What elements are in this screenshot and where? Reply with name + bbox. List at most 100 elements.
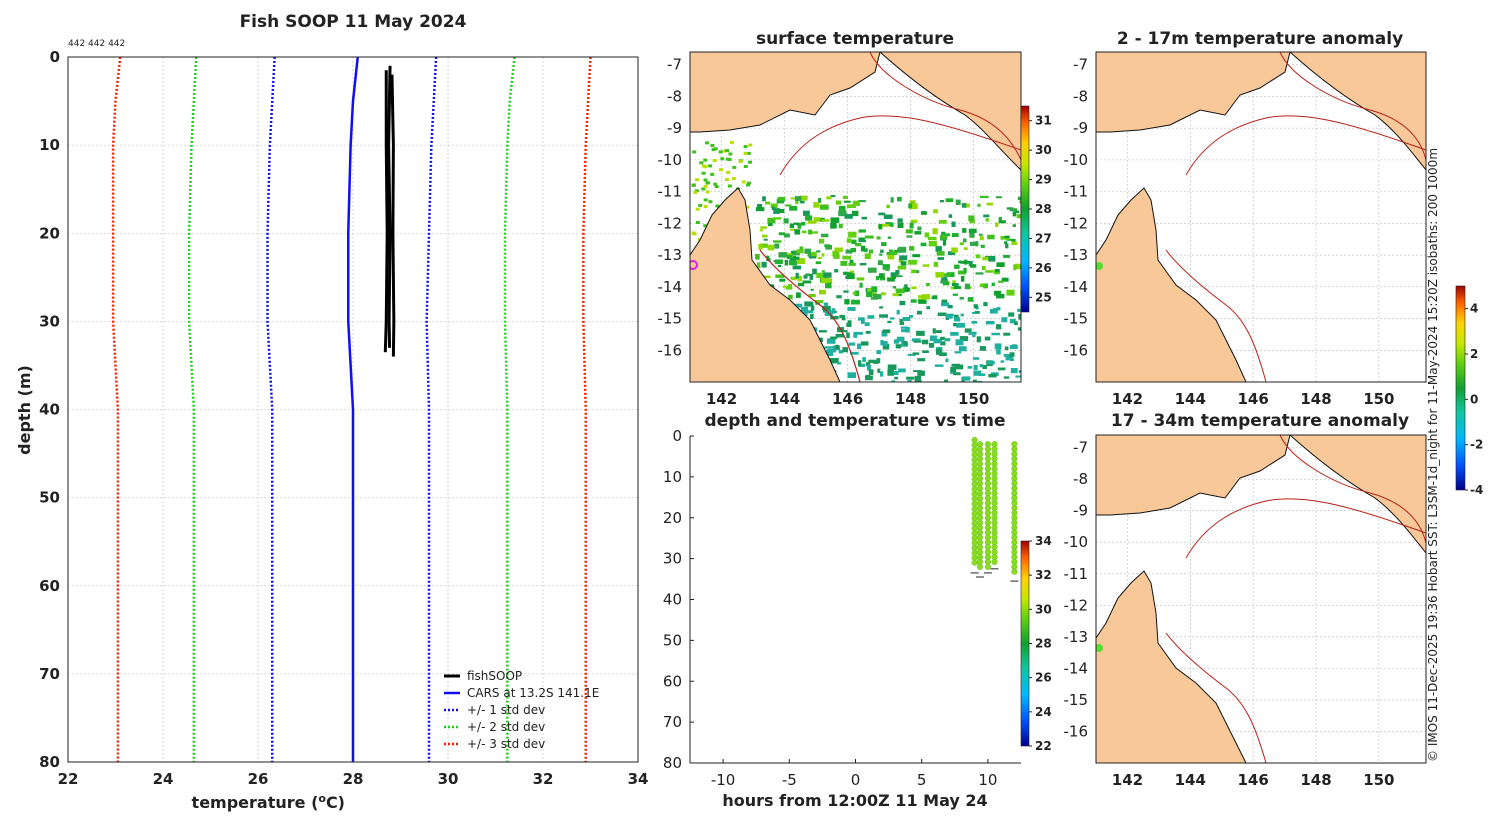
sst-pixel xyxy=(1011,241,1018,245)
sst-pixel xyxy=(763,238,768,241)
sst-pixel xyxy=(968,228,977,233)
map-lon-tick-label: 150 xyxy=(1363,771,1394,789)
sst-pixel xyxy=(697,237,702,241)
sst-pixel xyxy=(895,270,900,275)
sst-pixel xyxy=(969,232,975,238)
sst-pixel xyxy=(1019,200,1021,204)
sst-pixel xyxy=(718,150,723,154)
depth-time-colorbar-tick-label: 32 xyxy=(1035,568,1052,582)
sst-pixel xyxy=(728,152,733,156)
sst-pixel xyxy=(838,205,846,212)
sst-pixel xyxy=(692,232,697,236)
sst-pixel xyxy=(789,260,798,266)
sst-pixel xyxy=(847,372,856,379)
sst-pixel xyxy=(940,234,948,239)
sst-pixel xyxy=(842,195,848,199)
sst-pixel xyxy=(775,259,783,264)
sst-pixel xyxy=(703,178,708,182)
sst-pixel xyxy=(996,293,1005,299)
sst-pixel xyxy=(838,350,843,354)
sst-pixel xyxy=(773,208,780,214)
sst-pixel xyxy=(762,196,766,202)
profile-ytick-label: 60 xyxy=(39,577,60,595)
sst-pixel xyxy=(805,273,810,277)
sst-pixel xyxy=(1005,354,1013,361)
sst-pixel xyxy=(909,246,915,251)
sst-pixel xyxy=(908,203,912,209)
profile-xtick-label: 32 xyxy=(533,770,554,788)
sst-pixel xyxy=(996,196,1002,199)
sst-pixel xyxy=(953,323,959,327)
sst-pixel xyxy=(793,256,800,260)
sst-pixel xyxy=(967,366,973,369)
sst-pixel xyxy=(909,200,916,203)
sst-pixel xyxy=(922,339,929,345)
sst-pixel xyxy=(947,305,953,309)
anomaly-1-frame xyxy=(1095,51,1427,383)
anomaly-colorbar-ticks: -4 -2 0 2 4 xyxy=(1465,302,1483,497)
sst-pixel xyxy=(843,271,849,275)
sst-pixel xyxy=(847,204,856,208)
sst-pixel xyxy=(804,248,811,254)
sst-pixel xyxy=(859,263,867,266)
sst-pixel xyxy=(695,178,700,182)
sst-pixel xyxy=(807,220,817,224)
sst-pixel xyxy=(795,201,799,205)
sst-pixel xyxy=(885,267,890,271)
sst-pixel xyxy=(811,231,819,234)
sst-pixel xyxy=(864,248,868,253)
sst-pixel xyxy=(1012,224,1016,227)
sst-pixel xyxy=(724,178,729,182)
sst-pixel xyxy=(838,223,843,229)
sst-pixel xyxy=(899,255,908,261)
sst-pixel xyxy=(887,277,895,282)
sst-isobath-200 xyxy=(759,249,861,382)
sst-pixel xyxy=(1015,375,1021,378)
anomaly-1-content xyxy=(1096,52,1426,382)
depth-time-point xyxy=(971,559,978,566)
legend-fishsoop: fishSOOP xyxy=(467,669,522,683)
sst-pixel xyxy=(820,277,828,284)
profile-xlabel: temperature (oC) xyxy=(192,792,345,813)
sst-pixel xyxy=(879,306,884,309)
sst-pixel xyxy=(830,195,836,198)
sst-pixel xyxy=(954,351,962,354)
sst-pixel xyxy=(953,286,961,290)
sst-pixel xyxy=(895,344,902,349)
anomaly-colorbar-tick-label: 4 xyxy=(1470,302,1478,316)
sst-pixel xyxy=(695,221,700,224)
sst-pixel xyxy=(801,221,806,226)
sst-pixel xyxy=(968,331,977,335)
sst-pixel xyxy=(928,342,935,348)
anomaly-1-land-capeyork xyxy=(1096,187,1247,382)
sst-pixel xyxy=(956,322,965,328)
map-lon-tick-label: 148 xyxy=(895,390,926,408)
sst-isobath-1000 xyxy=(779,52,1021,176)
sst-pixel xyxy=(888,249,893,252)
sst-pixel xyxy=(790,197,798,200)
sst-pixel xyxy=(995,269,1000,273)
sst-pixel xyxy=(713,147,718,151)
sst-pixel xyxy=(948,251,956,256)
sst-ticks: 142 144 146 148 150 -7 -8 -9 -10 -11 -12 -13 -14 -15 -… xyxy=(658,56,990,408)
map-lat-tick-label: -9 xyxy=(1073,119,1088,137)
sst-pixel xyxy=(966,203,970,208)
sst-pixel xyxy=(971,321,977,324)
sst-pixel xyxy=(842,255,852,260)
sst-pixel xyxy=(907,379,912,382)
sst-pixel xyxy=(818,257,822,260)
sst-pixel xyxy=(725,149,730,153)
sst-pixel xyxy=(710,172,715,176)
sst-pixel xyxy=(980,244,985,248)
sst-pixel xyxy=(810,288,814,291)
sst-pixel xyxy=(857,317,865,321)
depth-time-colorbar-ticks: 22 24 26 28 30 32 34 xyxy=(1029,534,1052,753)
depth-time-xlabel: hours from 12:00Z 11 May 24 xyxy=(722,791,987,810)
sst-pixel xyxy=(879,253,883,256)
sst-pixel xyxy=(1006,238,1013,241)
sst-pixel xyxy=(910,219,918,223)
sst-pixel xyxy=(775,274,785,278)
sst-pixel xyxy=(882,224,890,227)
map-lat-tick-label: -11 xyxy=(658,183,683,201)
sst-pixel xyxy=(945,198,954,203)
